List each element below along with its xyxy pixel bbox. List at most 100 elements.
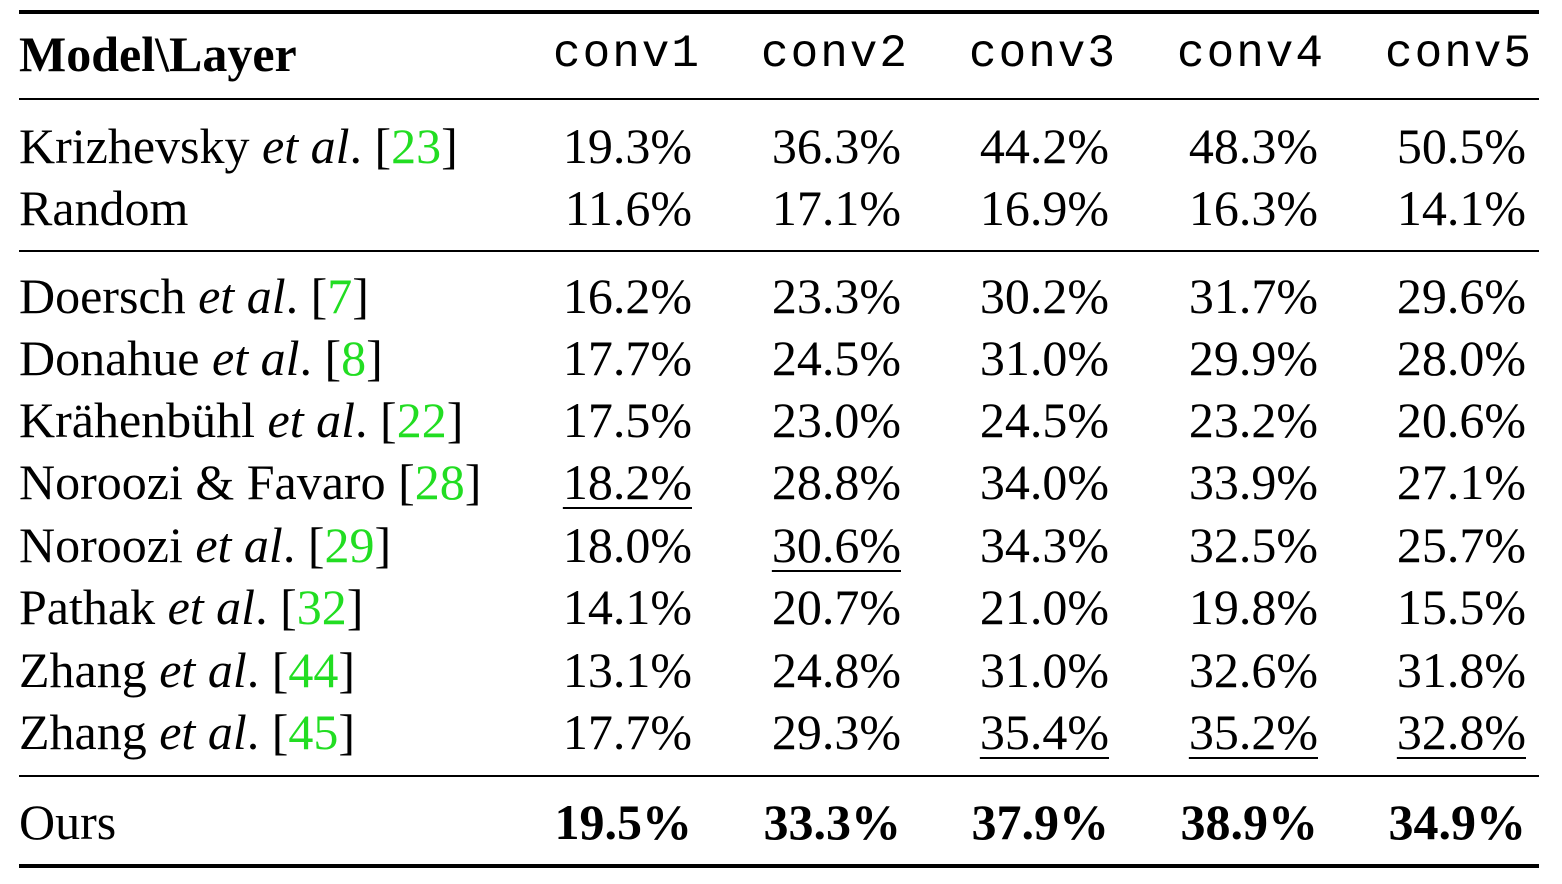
value-cell-conv5: 31.8% [1356,639,1526,701]
value-cell-conv5: 27.1% [1356,451,1526,513]
value-text: 20.6% [1396,392,1526,448]
value-cell-conv3: 30.2% [939,265,1109,327]
value-text: 17.7% [562,330,692,386]
value-text: 48.3% [1188,118,1318,174]
et-al: et al [159,642,247,698]
citation-link[interactable]: 8 [341,330,367,386]
et-al: et al [167,579,256,635]
value-text: 25.7% [1396,517,1526,573]
value-text: 28.0% [1396,330,1526,386]
value-text: 31.7% [1188,268,1318,324]
value-cell-conv1: 14.1% [522,576,692,638]
value-text: 24.5% [771,330,901,386]
value-text: 44.2% [979,118,1109,174]
value-cell-conv1: 19.3% [522,115,692,177]
header-model-layer: Model\Layer [19,26,297,82]
et-al: et al [212,330,300,386]
value-cell-conv3: 34.3% [939,514,1109,576]
value-cell-conv1: 17.7% [522,701,692,763]
et-al: et al [198,268,286,324]
value-cell-conv2: 36.3% [731,115,901,177]
value-cell-conv4: 23.2% [1148,389,1318,451]
model-name: Random [19,180,189,236]
model-name: Noroozi & Favaro [19,454,386,510]
value-text: 14.1% [1396,180,1526,236]
citation-link[interactable]: 23 [391,118,442,174]
value-text: 19.5% [554,794,693,850]
value-text: 18.0% [562,517,692,573]
value-text: 30.6% [771,517,901,573]
table-row: Ours 19.5% 33.3% 37.9% 38.9% 34.9% [0,791,1562,853]
value-cell-conv1: 19.5% [522,791,693,853]
value-cell-conv2: 33.3% [731,791,902,853]
et-al: et al [195,517,283,573]
model-name: Ours [19,794,117,850]
value-cell-conv4: 38.9% [1148,791,1319,853]
model-name: Noroozi [19,517,183,573]
value-cell-conv2: 23.0% [731,389,901,451]
value-text: 32.6% [1188,642,1318,698]
value-cell-conv2: 20.7% [731,576,901,638]
et-al: et al [159,704,247,760]
model-name-cell: Noroozi & Favaro [28] [19,454,482,510]
value-text: 13.1% [562,642,692,698]
header-conv5: conv5 [1384,28,1534,80]
value-cell-conv3: 31.0% [939,327,1109,389]
table-row: Krizhevsky et al. [23] 19.3% 36.3% 44.2% 48.… [0,115,1562,177]
value-cell-conv4: 29.9% [1148,327,1318,389]
value-text: 16.9% [979,180,1109,236]
value-text: 17.1% [771,180,901,236]
table-row: Krähenbühl et al. [22] 17.5% 23.0% 24.5% 23.… [0,389,1562,451]
citation-link[interactable]: 45 [288,704,339,760]
value-cell-conv2: 23.3% [731,265,901,327]
value-text: 23.0% [771,392,901,448]
value-cell-conv1: 16.2% [522,265,692,327]
table-row: Zhang et al. [44] 13.1% 24.8% 31.0% 32.6% 31.… [0,639,1562,701]
value-text: 32.5% [1188,517,1318,573]
value-cell-conv1: 13.1% [522,639,692,701]
citation-link[interactable]: 29 [324,517,375,573]
value-cell-conv5: 14.1% [1356,177,1526,239]
value-text: 35.4% [979,704,1109,760]
value-cell-conv5: 20.6% [1356,389,1526,451]
value-text: 33.3% [763,794,902,850]
value-text: 38.9% [1180,794,1319,850]
header-conv4: conv4 [1176,28,1326,80]
citation-link[interactable]: 44 [288,642,339,698]
table-row: Noroozi et al. [29] 18.0% 30.6% 34.3% 32.5% 2… [0,514,1562,576]
model-name-cell: Zhang et al. [44] [19,642,356,698]
value-text: 19.8% [1188,579,1318,635]
value-cell-conv5: 29.6% [1356,265,1526,327]
model-name-cell: Pathak et al. [32] [19,579,364,635]
value-text: 14.1% [562,579,692,635]
model-name: Krähenbühl [19,392,256,448]
model-name: Doersch [19,268,186,324]
value-text: 34.3% [979,517,1109,573]
header-rule [19,98,1539,100]
model-name-cell: Random [19,177,188,239]
value-cell-conv4: 32.6% [1148,639,1318,701]
value-text: 28.8% [771,454,901,510]
value-text: 21.0% [979,579,1109,635]
value-text: 31.0% [979,642,1109,698]
citation-link[interactable]: 32 [296,579,347,635]
value-text: 11.6% [564,180,692,236]
header-conv3: conv3 [968,28,1118,80]
value-text: 29.3% [771,704,901,760]
citation-link[interactable]: 22 [396,392,447,448]
value-text: 30.2% [979,268,1109,324]
model-name-cell: Ours [19,791,116,853]
value-text: 36.3% [771,118,901,174]
value-text: 23.3% [771,268,901,324]
value-cell-conv5: 50.5% [1356,115,1526,177]
value-cell-conv4: 32.5% [1148,514,1318,576]
value-text: 31.0% [979,330,1109,386]
value-text: 16.2% [562,268,692,324]
value-cell-conv5: 34.9% [1356,791,1527,853]
citation-link[interactable]: 7 [327,268,353,324]
value-cell-conv2: 17.1% [731,177,901,239]
value-text: 19.3% [562,118,692,174]
model-name: Zhang [19,642,147,698]
citation-link[interactable]: 28 [414,454,465,510]
value-cell-conv2: 30.6% [731,514,901,576]
